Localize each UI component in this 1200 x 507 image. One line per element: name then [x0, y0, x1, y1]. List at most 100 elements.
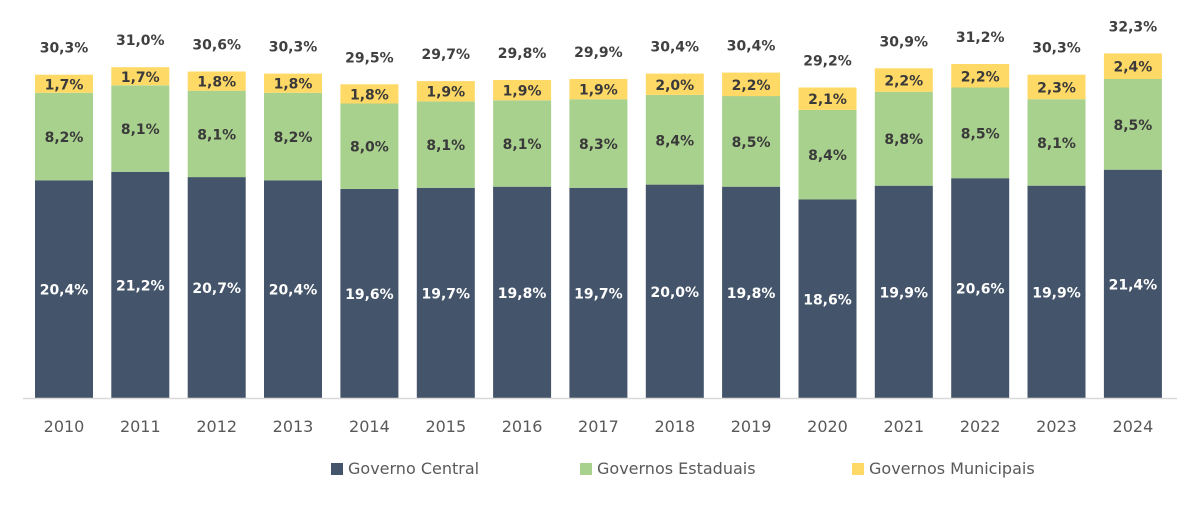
bar-segment-governos-municipais-2012: [187, 71, 246, 91]
data-label-governos-estaduais-2014: 8,0%: [350, 140, 389, 156]
data-label-governo-central-2012: 20,7%: [192, 281, 241, 297]
total-label-2015: 29,7%: [422, 47, 471, 63]
bar-segment-governos-estaduais-2022: [951, 87, 1010, 179]
x-tick-label-2013: 2013: [273, 417, 314, 436]
bar-segment-governos-municipais-2022: [951, 64, 1010, 88]
bar-segment-governos-estaduais-2013: [264, 92, 322, 181]
bar-segment-governos-municipais-2010: [35, 74, 93, 93]
x-tick-label-2023: 2023: [1036, 417, 1077, 436]
data-label-governos-estaduais-2018: 8,4%: [655, 133, 694, 149]
bar-segment-governo-central-2013: [264, 180, 322, 398]
legend-label-governo-central: Governo Central: [348, 459, 480, 478]
bar-segment-governo-central-2016: [493, 186, 552, 398]
x-tick-label-2021: 2021: [883, 417, 924, 436]
total-label-2010: 30,3%: [40, 41, 89, 57]
total-label-2024: 32,3%: [1109, 19, 1158, 35]
data-label-governo-central-2015: 19,7%: [422, 286, 471, 302]
legend: Governo Central Governos Estaduais Gover…: [0, 459, 1200, 483]
data-label-governos-estaduais-2024: 8,5%: [1113, 118, 1152, 134]
bar-segment-governos-estaduais-2021: [874, 91, 933, 186]
legend-item-governos-municipais: Governos Municipais: [852, 459, 1035, 478]
bar-segment-governos-municipais-2017: [569, 79, 628, 100]
data-label-governo-central-2019: 19,8%: [727, 286, 776, 302]
bar-segment-governo-central-2021: [874, 185, 933, 398]
data-label-governo-central-2021: 19,9%: [880, 285, 929, 301]
x-tick-label-2011: 2011: [120, 417, 161, 436]
x-tick-label-2019: 2019: [731, 417, 772, 436]
bar-segment-governo-central-2024: [1103, 169, 1162, 398]
total-label-2022: 31,2%: [956, 30, 1005, 46]
bars-layer: [35, 53, 1162, 398]
bar-segment-governos-estaduais-2012: [187, 90, 246, 178]
x-tick-label-2015: 2015: [425, 417, 466, 436]
legend-item-governos-estaduais: Governos Estaduais: [580, 459, 756, 478]
bar-segment-governos-estaduais-2015: [416, 101, 475, 188]
bar-segment-governo-central-2023: [1027, 185, 1086, 398]
bar-segment-governos-municipais-2011: [111, 67, 170, 86]
bar-segment-governos-estaduais-2018: [645, 95, 704, 185]
legend-swatch-governo-central: [331, 462, 343, 475]
data-label-governo-central-2010: 20,4%: [40, 283, 89, 299]
data-label-governo-central-2024: 21,4%: [1109, 277, 1158, 293]
data-label-governo-central-2017: 19,7%: [574, 286, 623, 302]
data-label-governos-municipais-2015: 1,9%: [426, 85, 465, 101]
data-label-governos-estaduais-2013: 8,2%: [274, 130, 313, 146]
legend-swatch-governos-estaduais: [580, 462, 592, 475]
data-label-governos-estaduais-2023: 8,1%: [1037, 136, 1076, 152]
data-label-governos-municipais-2018: 2,0%: [655, 78, 694, 94]
bar-segment-governos-municipais-2018: [645, 73, 704, 95]
data-label-governo-central-2013: 20,4%: [269, 283, 318, 299]
legend-label-governos-estaduais: Governos Estaduais: [597, 459, 756, 478]
data-label-governos-estaduais-2011: 8,1%: [121, 122, 160, 138]
x-tick-label-2018: 2018: [654, 417, 695, 436]
data-label-governos-estaduais-2022: 8,5%: [961, 126, 1000, 142]
x-tick-label-2014: 2014: [349, 417, 390, 436]
data-label-governos-municipais-2021: 2,2%: [884, 74, 923, 90]
data-label-governos-estaduais-2012: 8,1%: [197, 127, 236, 143]
bar-segment-governos-municipais-2016: [493, 80, 552, 101]
bar-segment-governos-municipais-2015: [416, 81, 475, 102]
bar-segment-governos-estaduais-2010: [35, 92, 93, 181]
data-label-governos-municipais-2016: 1,9%: [503, 84, 542, 100]
legend-swatch-governos-municipais: [852, 462, 864, 475]
total-label-2014: 29,5%: [345, 50, 394, 66]
stacked-bar-chart: 2010 2011 2012 2013 2014 2015 2016 2017 2018 2019…: [23, 19, 1177, 436]
data-label-governos-municipais-2024: 2,4%: [1113, 60, 1152, 76]
total-label-2018: 30,4%: [651, 40, 700, 56]
x-tick-label-2024: 2024: [1113, 417, 1154, 436]
data-label-governos-estaduais-2010: 8,2%: [45, 130, 84, 146]
data-label-governos-municipais-2013: 1,8%: [274, 77, 313, 93]
bar-segment-governo-central-2010: [35, 180, 93, 398]
data-label-governos-estaduais-2020: 8,4%: [808, 148, 847, 164]
bar-segment-governos-municipais-2019: [722, 72, 781, 97]
bar-segment-governo-central-2017: [569, 187, 628, 398]
data-label-governos-municipais-2010: 1,7%: [45, 77, 84, 93]
bar-segment-governos-estaduais-2011: [111, 85, 170, 172]
x-tick-labels: 2010 2011 2012 2013 2014 2015 2016 2017 2018 2019…: [44, 417, 1154, 436]
bar-segment-governos-municipais-2023: [1027, 74, 1086, 100]
bar-segment-governo-central-2020: [798, 199, 857, 398]
bar-segment-governo-central-2019: [722, 186, 781, 398]
bar-segment-governos-municipais-2014: [340, 84, 399, 104]
bar-segment-governos-municipais-2021: [874, 68, 933, 92]
x-tick-label-2020: 2020: [807, 417, 848, 436]
bar-segment-governos-municipais-2013: [264, 73, 322, 93]
total-label-2011: 31,0%: [116, 33, 165, 49]
bar-segment-governo-central-2014: [340, 188, 399, 398]
total-label-2020: 29,2%: [803, 54, 852, 70]
bar-segment-governo-central-2022: [951, 178, 1010, 398]
data-label-governo-central-2022: 20,6%: [956, 282, 1005, 298]
bar-segment-governo-central-2015: [416, 187, 475, 398]
data-label-governos-municipais-2017: 1,9%: [579, 83, 618, 99]
total-label-2013: 30,3%: [269, 40, 318, 56]
bar-segment-governos-estaduais-2023: [1027, 99, 1086, 186]
x-tick-label-2016: 2016: [502, 417, 543, 436]
bar-segment-governo-central-2011: [111, 171, 170, 398]
total-label-2019: 30,4%: [727, 39, 776, 55]
bar-segment-governos-estaduais-2017: [569, 99, 628, 188]
total-label-2012: 30,6%: [192, 38, 241, 54]
data-label-governo-central-2020: 18,6%: [803, 292, 852, 308]
data-label-governos-municipais-2019: 2,2%: [732, 78, 771, 94]
data-label-governo-central-2014: 19,6%: [345, 287, 394, 303]
data-label-governos-municipais-2012: 1,8%: [197, 75, 236, 91]
